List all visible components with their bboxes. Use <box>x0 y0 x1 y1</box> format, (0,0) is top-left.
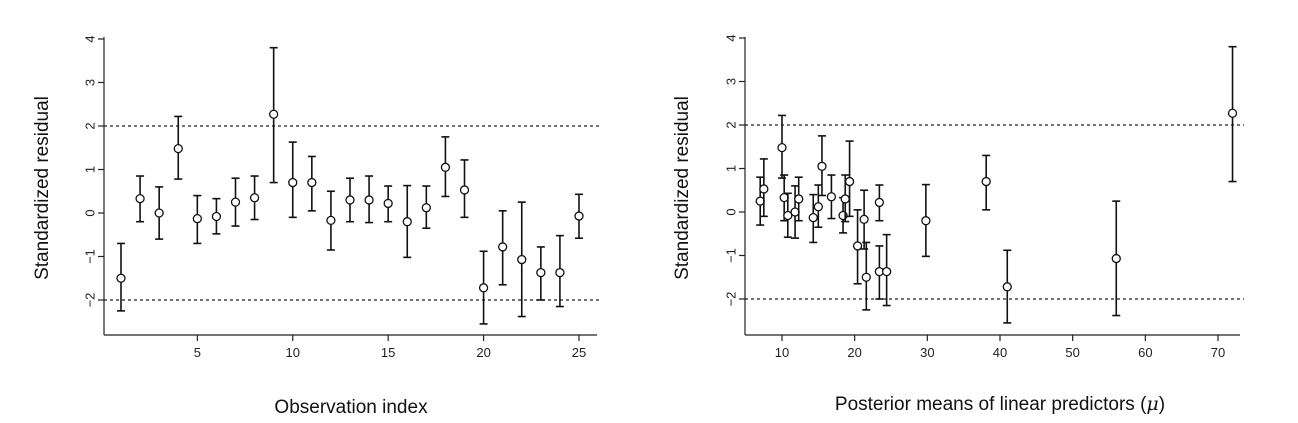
data-point <box>755 196 765 206</box>
data-point <box>230 197 241 207</box>
data-point <box>844 176 855 187</box>
data-point <box>135 193 145 204</box>
x-tick-label: 10 <box>286 345 300 360</box>
y-axis-label: Standardized residual <box>32 96 53 280</box>
data-point <box>794 194 804 204</box>
data-point <box>1111 253 1121 264</box>
y-tick-label: 2 <box>83 122 98 129</box>
chart-panel-observation-index: Observation index Standardized residual … <box>32 35 601 418</box>
data-point <box>921 216 931 226</box>
data-point <box>881 266 892 277</box>
y-tick-label: 0 <box>83 209 98 216</box>
data-point <box>249 193 260 203</box>
x-tick-label: 60 <box>1138 345 1152 360</box>
chart-panel-posterior-means: Posterior means of linear predictors (μ)… <box>672 34 1244 415</box>
data-point <box>459 185 470 195</box>
x-axis-label: Posterior means of linear predictors (μ) <box>835 393 1165 415</box>
x-tick-label: 15 <box>381 345 395 360</box>
y-tick-label: 4 <box>83 35 98 42</box>
data-point <box>555 267 565 278</box>
data-point <box>826 192 837 202</box>
x-axis-label: Observation index <box>274 397 428 418</box>
y-tick-label: −2 <box>83 293 98 308</box>
y-tick-label: 1 <box>724 165 739 172</box>
data-point <box>790 207 800 217</box>
y-tick-label: −2 <box>724 292 739 307</box>
y-tick-label: 2 <box>724 121 739 128</box>
x-axis-label-end: ) <box>1159 394 1165 415</box>
y-tick-label: 4 <box>724 34 739 41</box>
data-point <box>817 161 827 171</box>
data-point <box>288 177 298 188</box>
x-tick-label: 5 <box>194 345 201 360</box>
data-point <box>269 109 279 119</box>
data-point <box>783 210 793 221</box>
x-tick-label: 30 <box>920 345 934 360</box>
y-tick-label: −1 <box>83 249 98 264</box>
data-point <box>536 267 546 278</box>
y-tick-label: 0 <box>724 208 739 215</box>
data-point <box>574 211 584 221</box>
data-point <box>808 213 818 223</box>
data-point <box>517 254 527 265</box>
data-point <box>326 215 336 226</box>
x-axis-label-symbol: μ <box>1146 393 1158 415</box>
y-tick-label: 3 <box>83 79 98 86</box>
y-tick-label: −1 <box>724 248 739 263</box>
x-tick-label: 20 <box>476 345 490 360</box>
data-point <box>402 217 412 227</box>
y-tick-label: 3 <box>724 78 739 85</box>
data-point <box>852 241 863 251</box>
data-point <box>421 203 431 213</box>
x-tick-label: 70 <box>1211 345 1225 360</box>
x-tick-label: 50 <box>1065 345 1079 360</box>
x-tick-label: 10 <box>775 345 789 360</box>
data-point <box>478 283 489 293</box>
data-point <box>383 198 393 209</box>
x-axis-label-text: Posterior means of linear predictors ( <box>835 394 1147 415</box>
data-point <box>874 197 885 208</box>
data-point <box>173 143 183 154</box>
data-point <box>364 195 374 205</box>
data-point <box>345 195 355 205</box>
data-point <box>861 272 871 282</box>
data-point <box>116 273 126 283</box>
data-point <box>1002 282 1012 292</box>
data-point <box>307 177 317 188</box>
data-point <box>211 211 222 222</box>
data-point <box>981 176 991 187</box>
data-point <box>777 142 787 153</box>
data-point <box>779 192 789 203</box>
data-point <box>1227 108 1238 118</box>
x-tick-label: 20 <box>847 345 861 360</box>
data-point <box>192 214 202 224</box>
y-tick-label: 1 <box>83 166 98 173</box>
data-point <box>759 184 769 194</box>
data-point <box>859 214 869 225</box>
x-tick-label: 25 <box>572 345 586 360</box>
data-point <box>154 208 164 218</box>
y-axis-label: Standardized residual <box>672 96 693 280</box>
data-point <box>498 242 508 252</box>
data-point <box>813 202 823 212</box>
data-point <box>440 162 451 172</box>
x-tick-label: 40 <box>993 345 1007 360</box>
data-point <box>840 194 850 204</box>
